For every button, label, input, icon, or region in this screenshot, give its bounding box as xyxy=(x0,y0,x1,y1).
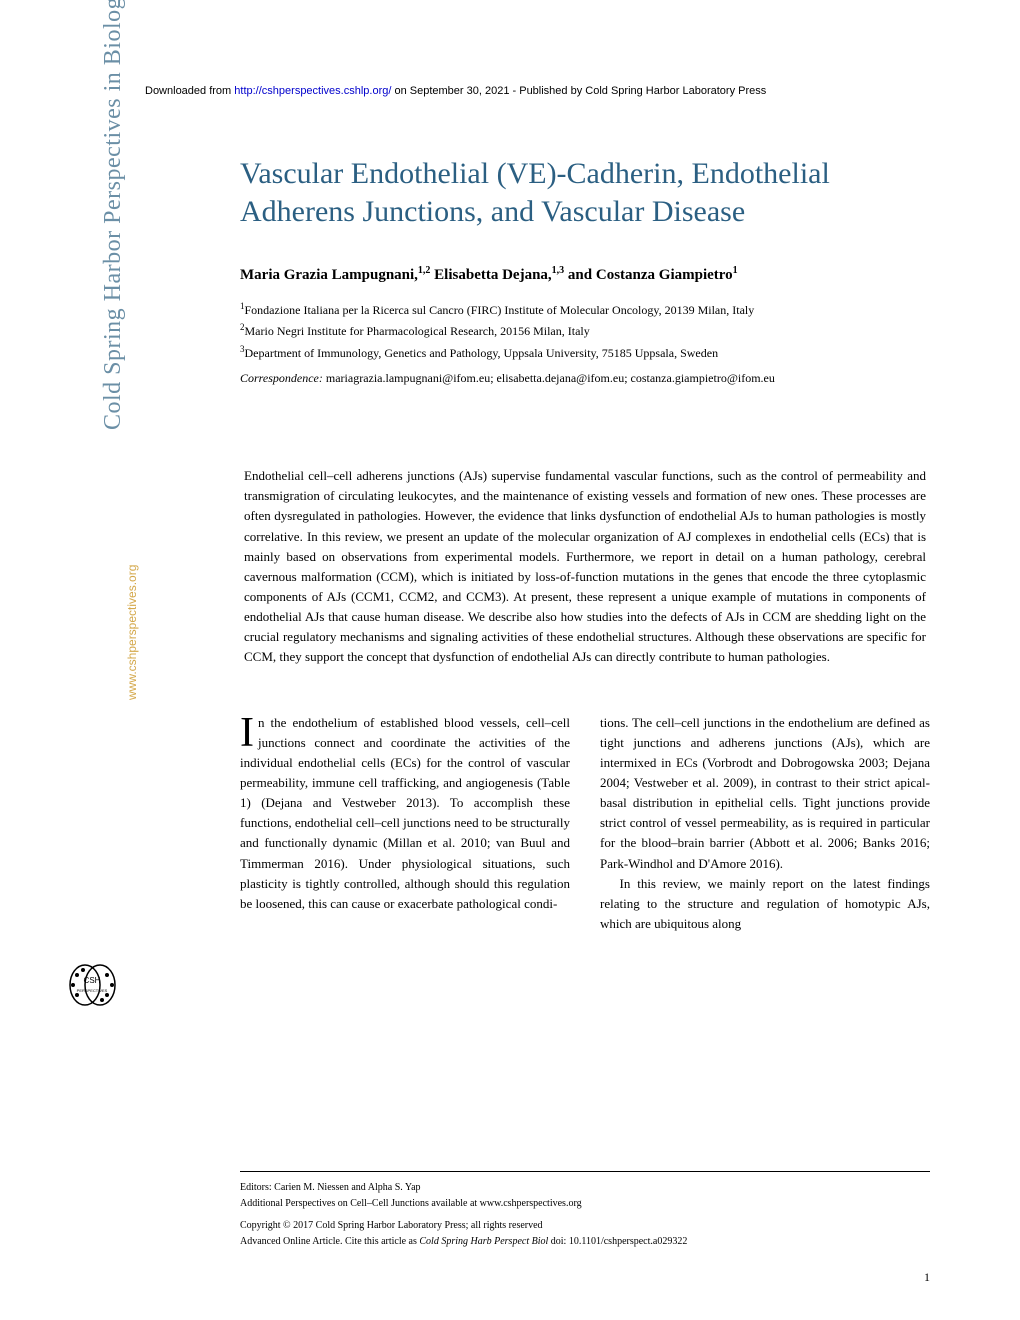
csh-logo-icon: CSH PERSPECTIVES xyxy=(65,960,120,1010)
sidebar-brand-text: Cold Spring Harbor Perspectives in Biolo… xyxy=(100,0,127,430)
body-para-1-rest: n the endothelium of established blood v… xyxy=(240,715,570,911)
footer-cite-journal: Cold Spring Harb Perspect Biol xyxy=(419,1236,548,1247)
footer-block: Editors: Carien M. Niessen and Alpha S. … xyxy=(240,1171,930,1250)
body-columns: In the endothelium of established blood … xyxy=(240,713,930,935)
correspondence-label: Correspondence: xyxy=(240,371,323,385)
download-prefix: Downloaded from xyxy=(145,85,234,97)
body-para-3: In this review, we mainly report on the … xyxy=(600,874,930,934)
body-para-1: In the endothelium of established blood … xyxy=(240,713,570,914)
body-column-1: In the endothelium of established blood … xyxy=(240,713,570,935)
sidebar: Cold Spring Harbor Perspectives in Biolo… xyxy=(70,430,120,1030)
svg-text:PERSPECTIVES: PERSPECTIVES xyxy=(77,988,108,993)
download-notice: Downloaded from http://cshperspectives.c… xyxy=(145,85,930,97)
footer-editors: Editors: Carien M. Niessen and Alpha S. … xyxy=(240,1180,930,1196)
correspondence-emails: mariagrazia.lampugnani@ifom.eu; elisabet… xyxy=(326,371,775,385)
footer-cite-prefix: Advanced Online Article. Cite this artic… xyxy=(240,1236,419,1247)
abstract-text: Endothelial cell–cell adherens junctions… xyxy=(240,466,930,667)
footer-copyright: Copyright © 2017 Cold Spring Harbor Labo… xyxy=(240,1218,930,1234)
main-content: Vascular Endothelial (VE)-Cadherin, Endo… xyxy=(240,155,930,934)
sidebar-url-text: www.cshperspectives.org xyxy=(125,565,139,700)
article-title: Vascular Endothelial (VE)-Cadherin, Endo… xyxy=(240,155,930,230)
footer-additional: Additional Perspectives on Cell–Cell Jun… xyxy=(240,1196,930,1212)
download-url-link[interactable]: http://cshperspectives.cshlp.org/ xyxy=(234,85,391,97)
body-column-2: tions. The cell–cell junctions in the en… xyxy=(600,713,930,935)
dropcap-letter: I xyxy=(240,713,258,752)
svg-text:CSH: CSH xyxy=(84,976,101,985)
footer-citation: Advanced Online Article. Cite this artic… xyxy=(240,1234,930,1250)
download-suffix: on September 30, 2021 - Published by Col… xyxy=(391,85,766,97)
body-para-2: tions. The cell–cell junctions in the en… xyxy=(600,713,930,874)
authors-line: Maria Grazia Lampugnani,1,2 Elisabetta D… xyxy=(240,265,930,284)
affiliations-block: 1Fondazione Italiana per la Ricerca sul … xyxy=(240,299,930,363)
footer-cite-suffix: doi: 10.1101/cshperspect.a029322 xyxy=(548,1236,687,1247)
page-number: 1 xyxy=(924,1270,930,1285)
correspondence-line: Correspondence: mariagrazia.lampugnani@i… xyxy=(240,371,930,386)
